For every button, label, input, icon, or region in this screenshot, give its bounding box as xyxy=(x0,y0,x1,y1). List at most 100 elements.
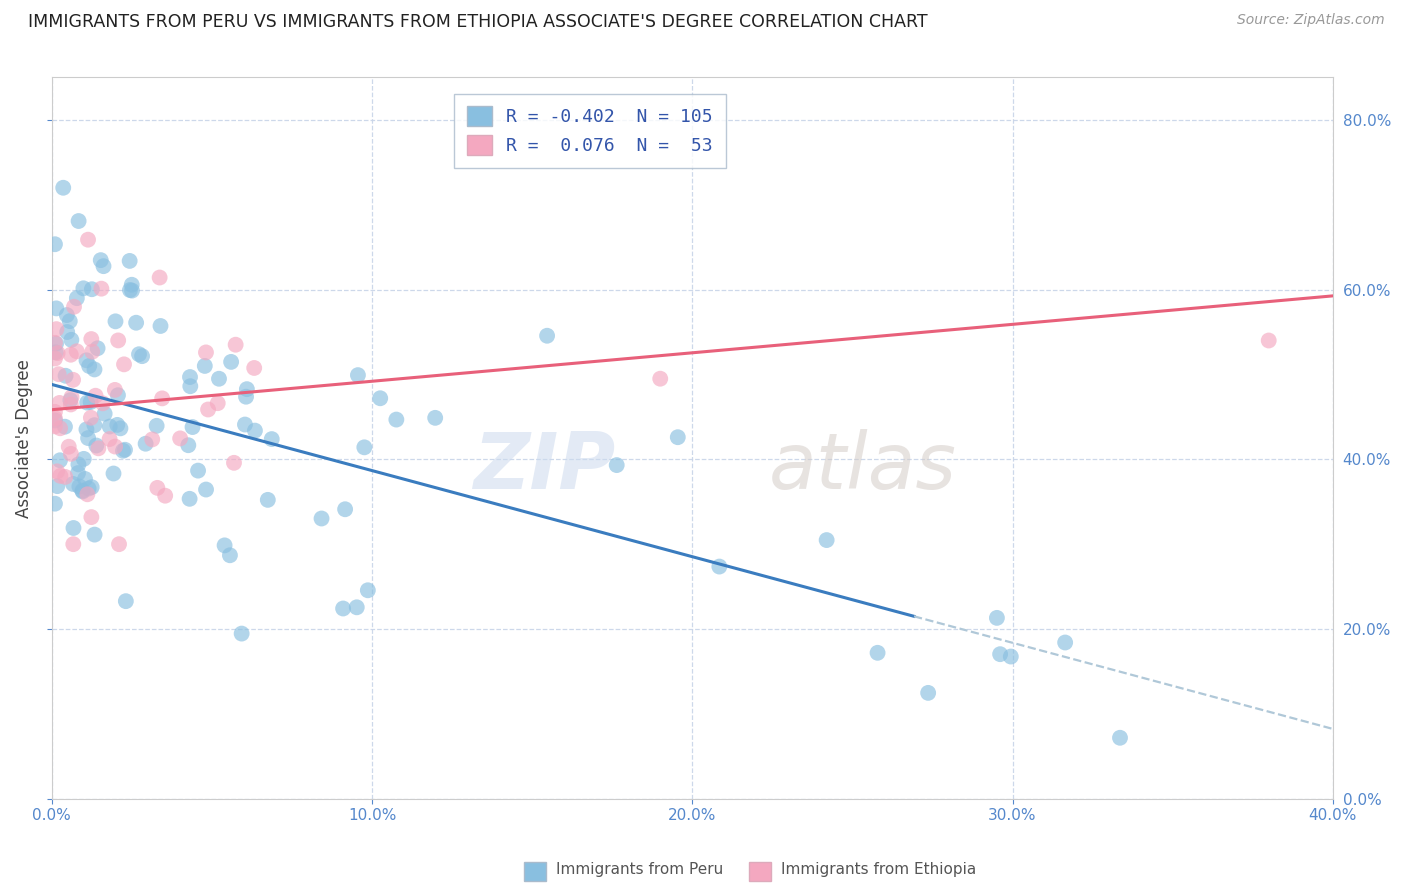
Point xyxy=(666,430,689,444)
Point xyxy=(115,594,138,608)
Point xyxy=(233,417,256,432)
Point xyxy=(103,467,125,481)
Point xyxy=(1054,635,1077,649)
Point xyxy=(77,359,100,373)
Point xyxy=(536,328,558,343)
Point xyxy=(45,301,67,316)
Point xyxy=(195,483,218,497)
Point xyxy=(197,402,219,417)
Point xyxy=(60,333,83,347)
Text: Immigrants from Peru: Immigrants from Peru xyxy=(555,863,723,877)
Point xyxy=(80,410,103,425)
Point xyxy=(118,254,141,268)
Point xyxy=(59,397,82,411)
Point xyxy=(181,420,204,434)
Point xyxy=(179,370,201,384)
Point xyxy=(82,344,104,359)
Point xyxy=(104,314,127,328)
Point xyxy=(55,368,77,383)
Point xyxy=(44,419,66,434)
Point xyxy=(207,396,229,410)
Point xyxy=(56,308,79,322)
Point xyxy=(112,357,135,371)
Point xyxy=(46,464,69,478)
Point xyxy=(353,440,375,454)
Point xyxy=(179,379,201,393)
Point xyxy=(90,282,112,296)
Text: ZIP: ZIP xyxy=(474,429,616,505)
Point xyxy=(149,318,172,333)
Point xyxy=(145,418,167,433)
Point xyxy=(236,382,259,396)
Point xyxy=(225,337,247,351)
Point xyxy=(48,396,70,410)
Point xyxy=(243,361,266,376)
Point xyxy=(118,283,141,297)
Point xyxy=(368,391,391,405)
Point xyxy=(347,368,370,383)
Point xyxy=(49,453,72,467)
Point xyxy=(104,440,127,454)
Point xyxy=(45,322,67,336)
Point xyxy=(141,433,163,447)
Point xyxy=(62,521,84,535)
Point xyxy=(59,393,82,408)
Point xyxy=(52,180,75,194)
Point xyxy=(146,481,169,495)
Point xyxy=(59,314,82,328)
Point xyxy=(1000,649,1022,664)
Point xyxy=(988,647,1011,661)
Point xyxy=(67,214,90,228)
Point xyxy=(72,483,94,498)
Point xyxy=(208,372,231,386)
Point xyxy=(243,424,266,438)
Text: Source: ZipAtlas.com: Source: ZipAtlas.com xyxy=(1237,13,1385,28)
Text: atlas: atlas xyxy=(769,429,957,505)
Point xyxy=(128,347,150,361)
Point xyxy=(107,334,129,348)
Point xyxy=(135,436,157,450)
Point xyxy=(80,282,103,296)
Point xyxy=(49,469,72,483)
Point xyxy=(107,388,129,402)
Point xyxy=(46,479,69,493)
Point xyxy=(79,395,101,409)
Point xyxy=(108,537,131,551)
Point xyxy=(332,601,354,615)
Point xyxy=(45,336,67,351)
Point xyxy=(231,626,253,640)
Point xyxy=(60,390,83,404)
Point xyxy=(1257,334,1279,348)
Point xyxy=(986,611,1008,625)
Point xyxy=(84,389,107,403)
Point xyxy=(93,259,115,273)
Point xyxy=(59,447,82,461)
Point xyxy=(179,491,201,506)
Point xyxy=(44,413,66,427)
Point xyxy=(66,466,89,480)
Point xyxy=(83,527,105,541)
Point xyxy=(131,349,153,363)
Point xyxy=(311,511,333,525)
Point xyxy=(73,472,96,486)
Point xyxy=(62,373,84,387)
Point xyxy=(80,510,103,524)
Point xyxy=(86,438,108,452)
Point xyxy=(67,458,90,472)
Point xyxy=(80,332,103,346)
Point xyxy=(98,419,121,434)
Point xyxy=(815,533,838,547)
Point xyxy=(66,291,89,305)
Point xyxy=(44,497,66,511)
Point xyxy=(121,277,143,292)
Point xyxy=(222,456,245,470)
Point xyxy=(76,395,98,409)
Point xyxy=(62,477,84,491)
Point xyxy=(917,686,939,700)
Point xyxy=(77,233,100,247)
Point xyxy=(110,421,132,435)
Point xyxy=(125,316,148,330)
Point xyxy=(53,470,76,484)
Point xyxy=(177,438,200,452)
Point xyxy=(256,492,278,507)
